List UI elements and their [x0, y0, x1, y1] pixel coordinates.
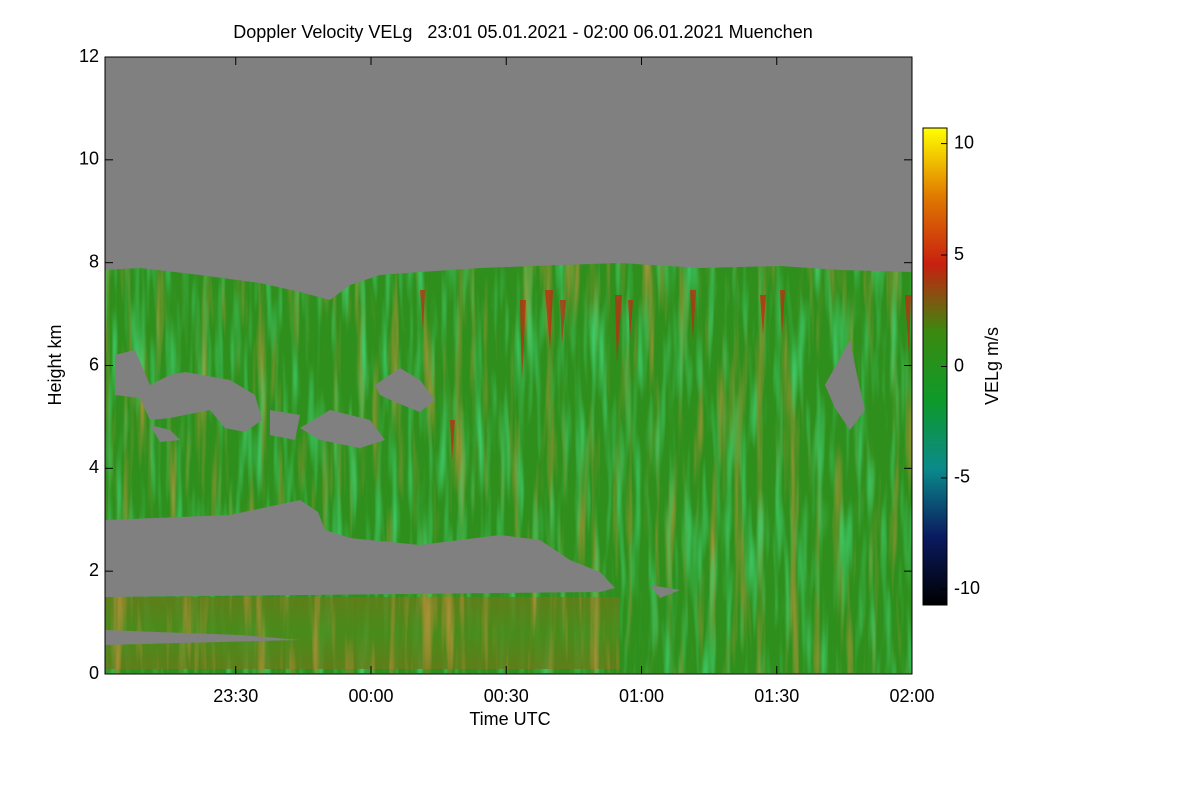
y-tick-label: 2	[89, 560, 99, 580]
velocity-field	[105, 57, 912, 674]
y-tick-label: 12	[79, 46, 99, 66]
colorbar-tick-label: -5	[954, 467, 970, 487]
x-axis-label: Time UTC	[469, 709, 550, 729]
x-tick-label: 23:30	[213, 686, 258, 706]
y-tick-label: 4	[89, 457, 99, 477]
x-tick-label: 01:00	[619, 686, 664, 706]
y-tick-label: 8	[89, 251, 99, 271]
colorbar-label: VELg m/s	[982, 327, 1002, 405]
chart-title: Doppler Velocity VELg 23:01 05.01.2021 -…	[233, 22, 812, 42]
x-tick-label: 02:00	[889, 686, 934, 706]
colorbar-tick-label: 10	[954, 132, 974, 152]
colorbar-tick-label: 0	[954, 355, 964, 375]
x-tick-label: 00:00	[348, 686, 393, 706]
colorbar-tick-label: 5	[954, 244, 964, 264]
y-tick-label: 6	[89, 354, 99, 374]
y-axis-label: Height km	[45, 324, 65, 405]
y-tick-label: 0	[89, 663, 99, 683]
x-tick-label: 01:30	[754, 686, 799, 706]
colorbar-tick-label: -10	[954, 578, 980, 598]
y-tick-label: 10	[79, 149, 99, 169]
x-tick-label: 00:30	[484, 686, 529, 706]
